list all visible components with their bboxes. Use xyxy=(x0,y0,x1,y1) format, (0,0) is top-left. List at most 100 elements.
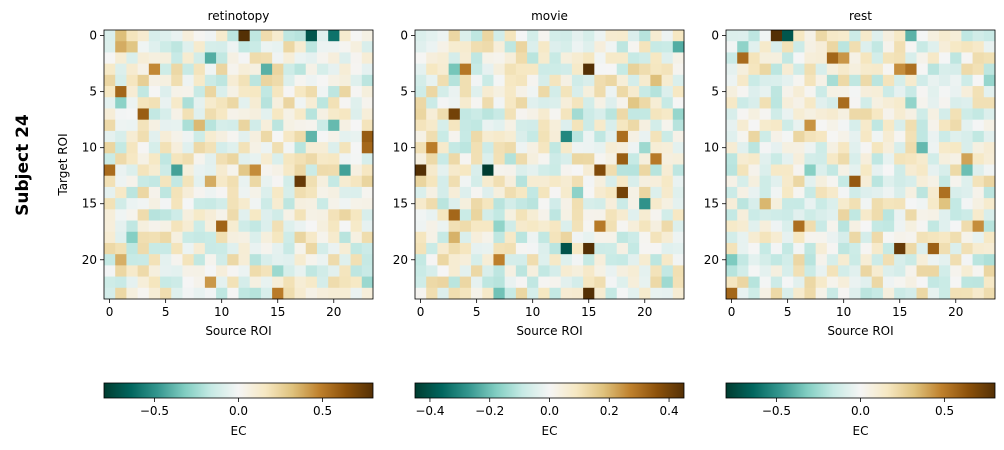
heatmap-cell xyxy=(160,164,172,177)
heatmap-cell xyxy=(294,265,307,277)
heatmap-cell xyxy=(328,86,340,98)
heatmap-cell xyxy=(260,153,273,165)
heatmap-cell xyxy=(448,108,461,121)
heatmap-cell xyxy=(171,130,183,143)
heatmap-cell xyxy=(137,86,150,98)
heatmap-cell xyxy=(294,164,307,177)
heatmap-cell xyxy=(204,41,217,53)
heatmap-cell xyxy=(328,41,340,53)
heatmap-cell xyxy=(882,198,895,210)
heatmap-cell xyxy=(726,119,738,132)
heatmap-cell xyxy=(627,198,640,210)
y-tick-label: 20 xyxy=(393,253,408,267)
heatmap-cell xyxy=(560,287,573,300)
heatmap-cell xyxy=(294,86,307,98)
heatmap-cell xyxy=(126,186,139,199)
heatmap-cell xyxy=(661,108,674,121)
heatmap-cell xyxy=(905,119,917,132)
heatmap-cell xyxy=(871,30,884,42)
heatmap-cell xyxy=(115,74,127,87)
heatmap-cell xyxy=(860,130,873,143)
heatmap-cell xyxy=(950,41,962,53)
heatmap-cell xyxy=(204,119,217,132)
heatmap-cell xyxy=(927,198,940,210)
heatmap-cell xyxy=(115,209,127,221)
heatmap-cell xyxy=(894,30,906,42)
heatmap-cell xyxy=(804,186,817,199)
heatmap-cell xyxy=(527,209,539,221)
heatmap-cell xyxy=(726,198,738,210)
heatmap-cell xyxy=(916,153,929,165)
heatmap-cell xyxy=(148,119,161,132)
heatmap-cell xyxy=(115,63,127,76)
heatmap-cell xyxy=(350,276,363,289)
heatmap-cell xyxy=(137,209,150,221)
heatmap-cell xyxy=(216,287,228,300)
heatmap-cell xyxy=(426,265,438,277)
heatmap-cell xyxy=(905,130,917,143)
heatmap-cell xyxy=(793,119,805,132)
heatmap-cell xyxy=(294,41,307,53)
heatmap-cell xyxy=(759,52,772,65)
heatmap-cell xyxy=(171,86,183,98)
heatmap-cell xyxy=(437,198,450,210)
heatmap-cell xyxy=(482,198,494,210)
heatmap-cell xyxy=(894,153,906,165)
heatmap-cell xyxy=(661,209,674,221)
heatmap-cell xyxy=(793,220,805,233)
heatmap-cell xyxy=(793,276,805,289)
heatmap-cell xyxy=(249,220,262,233)
heatmap-cell xyxy=(782,97,794,109)
heatmap-cell xyxy=(650,186,662,199)
heatmap-cell xyxy=(204,276,217,289)
heatmap-cell xyxy=(849,276,861,289)
heatmap-cell xyxy=(339,209,351,221)
heatmap-cell xyxy=(748,242,761,255)
heatmap-cell xyxy=(182,164,195,177)
heatmap-cell xyxy=(148,231,161,244)
heatmap-cell xyxy=(104,153,116,165)
heatmap-cell xyxy=(672,164,685,177)
heatmap-cell xyxy=(560,276,573,289)
heatmap-cell xyxy=(815,254,828,266)
heatmap-cell xyxy=(493,220,506,233)
heatmap-cell xyxy=(950,52,962,65)
heatmap-cell xyxy=(415,164,427,177)
heatmap-cell xyxy=(560,30,573,42)
heatmap-cell xyxy=(815,175,828,188)
heatmap-cell xyxy=(493,52,506,65)
heatmap-cell xyxy=(770,30,783,42)
y-tick-label: 10 xyxy=(704,141,719,155)
heatmap-cell xyxy=(672,231,685,244)
heatmap-cell xyxy=(115,287,127,300)
heatmap-cell xyxy=(961,242,973,255)
heatmap-cell xyxy=(627,130,640,143)
heatmap-cell xyxy=(515,97,528,109)
heatmap-cell xyxy=(905,198,917,210)
heatmap-cell xyxy=(204,74,217,87)
heatmap-cell xyxy=(961,164,973,177)
heatmap-cell xyxy=(448,30,461,42)
y-tick-label: 20 xyxy=(704,253,719,267)
heatmap-cell xyxy=(815,63,828,76)
heatmap-cell xyxy=(583,63,595,76)
heatmap-cell xyxy=(726,63,738,76)
heatmap-cell xyxy=(661,63,674,76)
heatmap-cell xyxy=(804,153,817,165)
heatmap-cell xyxy=(115,186,127,199)
y-tick-label: 15 xyxy=(393,197,408,211)
heatmap-cell xyxy=(126,153,139,165)
heatmap-cell xyxy=(115,164,127,177)
heatmap-cell xyxy=(137,52,150,65)
heatmap-cell xyxy=(871,153,884,165)
heatmap-cell xyxy=(983,97,996,109)
heatmap-cell xyxy=(316,119,329,132)
heatmap-cell xyxy=(571,63,584,76)
heatmap-cell xyxy=(605,41,618,53)
heatmap-cell xyxy=(804,63,817,76)
heatmap-cell xyxy=(260,209,273,221)
heatmap-cell xyxy=(448,41,461,53)
heatmap-cell xyxy=(182,198,195,210)
heatmap-cell xyxy=(148,198,161,210)
heatmap-cell xyxy=(849,30,861,42)
